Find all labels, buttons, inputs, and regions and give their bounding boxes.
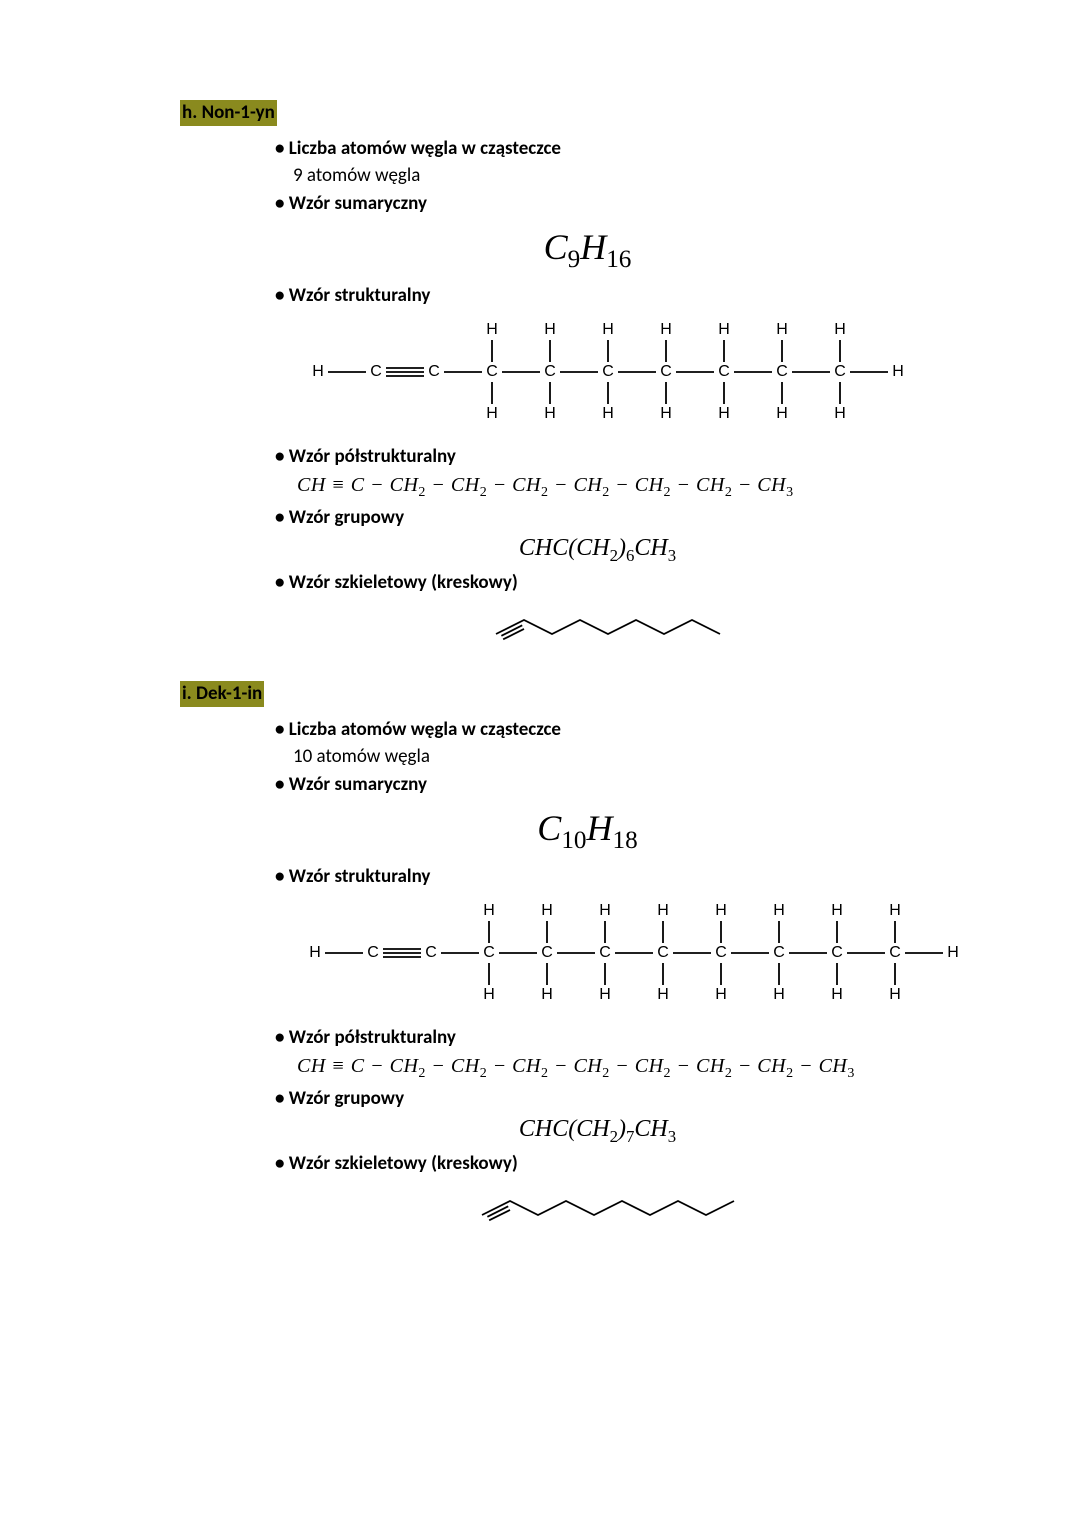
svg-text:C: C bbox=[602, 364, 614, 381]
svg-text:C: C bbox=[834, 364, 846, 381]
svg-text:H: H bbox=[483, 903, 495, 920]
label-semistructural: Wzór półstrukturalny bbox=[275, 445, 456, 468]
svg-text:H: H bbox=[715, 903, 727, 920]
svg-text:H: H bbox=[544, 406, 556, 423]
label-atoms: Liczba atomów węgla w cząsteczce bbox=[275, 718, 561, 741]
svg-text:H: H bbox=[483, 987, 495, 1004]
section-content: Liczba atomów węgla w cząsteczce 9 atomów… bbox=[275, 136, 940, 657]
svg-text:C: C bbox=[660, 364, 672, 381]
svg-text:H: H bbox=[889, 903, 901, 920]
svg-text:H: H bbox=[602, 322, 614, 339]
svg-text:H: H bbox=[541, 987, 553, 1004]
section-i: i. Dek-1-in Liczba atomów węgla w cząstec… bbox=[180, 681, 940, 1238]
svg-text:C: C bbox=[370, 364, 382, 381]
svg-text:H: H bbox=[541, 903, 553, 920]
label-group: Wzór grupowy bbox=[275, 506, 404, 529]
label-skeletal: Wzór szkieletowy (kreskowy) bbox=[275, 571, 518, 594]
svg-text:H: H bbox=[312, 364, 324, 381]
svg-text:H: H bbox=[889, 987, 901, 1004]
svg-text:C: C bbox=[541, 945, 553, 962]
molecular-formula: C9H16 bbox=[235, 223, 940, 277]
semistructural-formula: CH ≡ C − CH2 − CH2 − CH2 − CH2 − CH2 − C… bbox=[297, 1053, 940, 1084]
section-heading: i. Dek-1-in bbox=[180, 681, 264, 707]
label-molecular: Wzór sumaryczny bbox=[275, 192, 427, 215]
svg-text:C: C bbox=[715, 945, 727, 962]
svg-text:C: C bbox=[657, 945, 669, 962]
structural-diagram: H C C C C C C C C C C H H H H H H H H H H H H H H H H H bbox=[275, 893, 993, 1013]
skeletal-diagram bbox=[466, 599, 750, 649]
svg-text:H: H bbox=[486, 406, 498, 423]
svg-text:H: H bbox=[657, 903, 669, 920]
group-formula: CHC(CH2)7CH3 bbox=[255, 1113, 940, 1148]
svg-text:C: C bbox=[483, 945, 495, 962]
label-molecular: Wzór sumaryczny bbox=[275, 773, 427, 796]
molecular-formula: C10H18 bbox=[235, 804, 940, 858]
semistructural-formula: CH ≡ C − CH2 − CH2 − CH2 − CH2 − CH2 − C… bbox=[297, 472, 940, 503]
atoms-text: 9 atomów węgla bbox=[293, 163, 940, 189]
section-h: h. Non-1-yn Liczba atomów węgla w cząstec… bbox=[180, 100, 940, 657]
svg-text:H: H bbox=[892, 364, 904, 381]
label-skeletal: Wzór szkieletowy (kreskowy) bbox=[275, 1152, 518, 1175]
section-heading: h. Non-1-yn bbox=[180, 100, 277, 126]
label-semistructural: Wzór półstrukturalny bbox=[275, 1026, 456, 1049]
svg-text:H: H bbox=[660, 406, 672, 423]
label-structural: Wzór strukturalny bbox=[275, 865, 430, 888]
svg-text:C: C bbox=[599, 945, 611, 962]
svg-text:H: H bbox=[544, 322, 556, 339]
svg-text:H: H bbox=[599, 987, 611, 1004]
svg-text:H: H bbox=[309, 945, 321, 962]
section-content: Liczba atomów węgla w cząsteczce 10 atomó… bbox=[275, 717, 940, 1238]
svg-text:C: C bbox=[486, 364, 498, 381]
svg-text:H: H bbox=[486, 322, 498, 339]
svg-text:H: H bbox=[831, 987, 843, 1004]
svg-text:H: H bbox=[718, 406, 730, 423]
svg-text:H: H bbox=[773, 987, 785, 1004]
structural-diagram: H C C C C C C C C C H H H H H H H H H H H H H H H bbox=[278, 312, 938, 432]
svg-text:H: H bbox=[715, 987, 727, 1004]
svg-text:C: C bbox=[428, 364, 440, 381]
svg-text:H: H bbox=[773, 903, 785, 920]
svg-text:C: C bbox=[773, 945, 785, 962]
atoms-text: 10 atomów węgla bbox=[293, 744, 940, 770]
label-group: Wzór grupowy bbox=[275, 1087, 404, 1110]
svg-text:C: C bbox=[889, 945, 901, 962]
svg-text:C: C bbox=[776, 364, 788, 381]
svg-text:H: H bbox=[602, 406, 614, 423]
svg-text:H: H bbox=[947, 945, 959, 962]
svg-text:H: H bbox=[831, 903, 843, 920]
svg-text:H: H bbox=[776, 406, 788, 423]
skeletal-diagram bbox=[452, 1180, 764, 1230]
label-structural: Wzór strukturalny bbox=[275, 284, 430, 307]
svg-text:C: C bbox=[831, 945, 843, 962]
svg-text:C: C bbox=[544, 364, 556, 381]
svg-text:H: H bbox=[776, 322, 788, 339]
svg-text:H: H bbox=[599, 903, 611, 920]
svg-text:H: H bbox=[834, 406, 846, 423]
group-formula: CHC(CH2)6CH3 bbox=[255, 532, 940, 567]
svg-text:H: H bbox=[657, 987, 669, 1004]
svg-text:C: C bbox=[367, 945, 379, 962]
svg-text:H: H bbox=[660, 322, 672, 339]
svg-text:H: H bbox=[834, 322, 846, 339]
svg-text:H: H bbox=[718, 322, 730, 339]
svg-text:C: C bbox=[425, 945, 437, 962]
svg-text:C: C bbox=[718, 364, 730, 381]
label-atoms: Liczba atomów węgla w cząsteczce bbox=[275, 137, 561, 160]
